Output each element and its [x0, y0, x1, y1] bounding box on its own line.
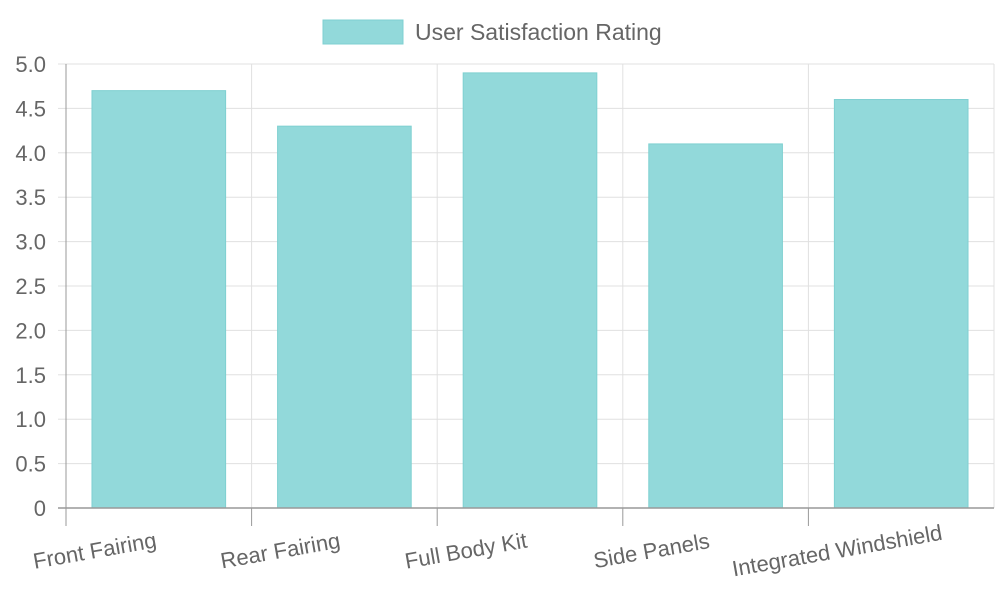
y-tick-label: 2.0 [15, 318, 46, 343]
y-axis-tick-labels: 0 0.5 1.0 1.5 2.0 2.5 3.0 3.5 4.0 4.5 5.0 [15, 52, 46, 521]
y-tick-label: 0 [34, 496, 46, 521]
bars [91, 72, 969, 509]
x-tick-label: Side Panels [592, 528, 712, 573]
axes [58, 63, 994, 526]
bar [833, 99, 969, 509]
x-tick-label: Integrated Windshield [730, 520, 944, 582]
y-tick-label: 1.5 [15, 363, 46, 388]
legend-label: User Satisfaction Rating [415, 19, 662, 45]
y-tick-label: 1.0 [15, 407, 46, 432]
x-tick-label: Front Fairing [31, 527, 158, 573]
bar [462, 72, 598, 509]
legend-swatch [322, 19, 404, 45]
bar [277, 125, 412, 509]
y-tick-label: 3.0 [15, 230, 46, 255]
y-tick-label: 0.5 [15, 452, 46, 477]
y-tick-label: 4.5 [15, 96, 46, 121]
x-tick-label: Full Body Kit [403, 528, 529, 574]
bar [91, 90, 227, 509]
bar [648, 143, 783, 509]
y-tick-label: 4.0 [15, 141, 46, 166]
y-tick-label: 5.0 [15, 52, 46, 77]
x-axis-tick-labels: Front Fairing Rear Fairing Full Body Kit Si… [31, 520, 944, 582]
y-tick-label: 2.5 [15, 274, 46, 299]
y-tick-label: 3.5 [15, 185, 46, 210]
x-tick-label: Rear Fairing [219, 528, 343, 574]
legend: User Satisfaction Rating [322, 19, 662, 45]
